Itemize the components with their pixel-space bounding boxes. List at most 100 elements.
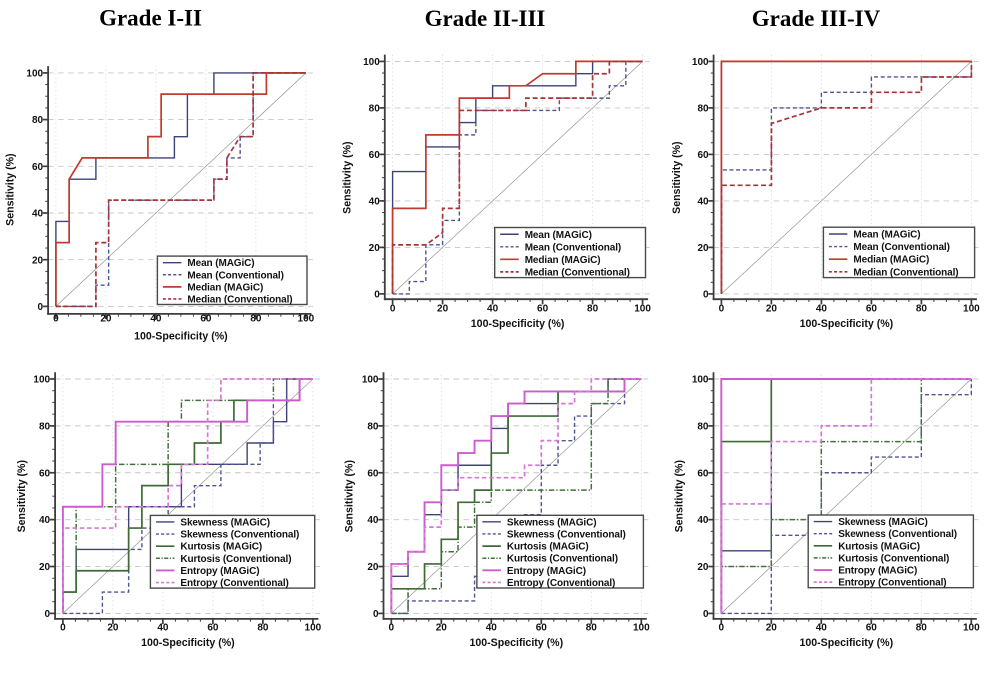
svg-text:0: 0 (374, 290, 380, 301)
svg-text:40: 40 (39, 515, 51, 526)
svg-text:100-Specificity (%): 100-Specificity (%) (469, 637, 563, 649)
svg-text:Entropy (Conventional): Entropy (Conventional) (507, 578, 615, 589)
svg-text:100: 100 (362, 375, 379, 386)
svg-text:Kurtosis (Conventional): Kurtosis (Conventional) (838, 553, 949, 564)
svg-text:Sensitivity (%): Sensitivity (%) (344, 460, 356, 532)
svg-text:40: 40 (697, 515, 709, 526)
svg-text:Skewness (MAGiC): Skewness (MAGiC) (180, 517, 270, 528)
svg-text:40: 40 (487, 303, 499, 314)
svg-text:80: 80 (697, 421, 709, 432)
svg-text:Entropy (MAGiC): Entropy (MAGiC) (838, 566, 917, 577)
svg-text:80: 80 (586, 622, 598, 633)
svg-text:0: 0 (38, 302, 44, 313)
svg-text:40: 40 (486, 622, 498, 633)
svg-text:20: 20 (436, 622, 448, 633)
svg-text:Mean (MAGiC): Mean (MAGiC) (187, 258, 254, 269)
svg-text:Median (MAGiC): Median (MAGiC) (525, 255, 601, 266)
svg-text:100: 100 (692, 375, 709, 386)
svg-text:20: 20 (369, 243, 381, 254)
svg-text:Entropy (Conventional): Entropy (Conventional) (180, 578, 288, 589)
svg-text:20: 20 (697, 243, 709, 254)
svg-text:40: 40 (369, 197, 381, 208)
svg-text:Sensitivity (%): Sensitivity (%) (674, 460, 686, 532)
svg-text:100: 100 (33, 375, 50, 386)
svg-text:Median (Conventional): Median (Conventional) (525, 267, 630, 278)
svg-text:100: 100 (963, 622, 980, 633)
svg-text:Median (MAGiC): Median (MAGiC) (853, 255, 929, 266)
svg-text:60: 60 (697, 150, 709, 161)
svg-text:20: 20 (437, 303, 449, 314)
svg-text:40: 40 (367, 515, 379, 526)
svg-text:0: 0 (703, 609, 709, 620)
svg-text:Entropy (MAGiC): Entropy (MAGiC) (507, 566, 586, 577)
svg-text:Sensitivity (%): Sensitivity (%) (671, 141, 683, 213)
svg-text:60: 60 (536, 622, 548, 633)
svg-text:80: 80 (916, 303, 928, 314)
svg-text:0: 0 (53, 314, 59, 325)
svg-text:60: 60 (866, 622, 878, 633)
svg-text:60: 60 (367, 468, 379, 479)
svg-text:100: 100 (298, 314, 315, 325)
svg-text:0: 0 (719, 622, 725, 633)
svg-text:0: 0 (390, 303, 396, 314)
svg-text:20: 20 (697, 562, 709, 573)
svg-text:Mean (Conventional): Mean (Conventional) (853, 242, 949, 253)
svg-text:80: 80 (32, 115, 44, 126)
svg-text:100: 100 (363, 57, 380, 68)
svg-text:100: 100 (634, 303, 651, 314)
svg-text:100-Specificity (%): 100-Specificity (%) (141, 637, 235, 649)
svg-text:60: 60 (32, 162, 44, 173)
svg-text:Mean (Conventional): Mean (Conventional) (525, 242, 621, 253)
svg-text:100-Specificity (%): 100-Specificity (%) (134, 331, 228, 343)
svg-text:80: 80 (587, 303, 599, 314)
svg-text:60: 60 (200, 314, 212, 325)
svg-text:20: 20 (100, 314, 112, 325)
svg-text:Mean (MAGiC): Mean (MAGiC) (853, 230, 920, 241)
svg-text:40: 40 (816, 622, 828, 633)
svg-text:Skewness (Conventional): Skewness (Conventional) (507, 529, 626, 540)
svg-text:60: 60 (369, 150, 381, 161)
svg-text:Kurtosis (MAGiC): Kurtosis (MAGiC) (507, 542, 589, 553)
svg-text:Skewness (Conventional): Skewness (Conventional) (838, 529, 957, 540)
svg-text:Kurtosis (MAGiC): Kurtosis (MAGiC) (838, 541, 920, 552)
svg-text:Skewness (MAGiC): Skewness (MAGiC) (507, 517, 597, 528)
svg-text:20: 20 (32, 255, 44, 266)
svg-text:80: 80 (39, 421, 51, 432)
svg-text:100: 100 (633, 622, 650, 633)
svg-text:80: 80 (369, 104, 381, 115)
svg-text:60: 60 (207, 622, 219, 633)
svg-text:20: 20 (766, 303, 778, 314)
svg-text:Mean (MAGiC): Mean (MAGiC) (525, 230, 592, 241)
svg-text:80: 80 (916, 622, 928, 633)
svg-text:100: 100 (26, 69, 43, 80)
svg-text:Grade III-IV: Grade III-IV (752, 6, 881, 31)
svg-text:100-Specificity (%): 100-Specificity (%) (471, 318, 565, 330)
svg-text:0: 0 (703, 290, 709, 301)
svg-text:0: 0 (45, 609, 51, 620)
svg-text:40: 40 (150, 314, 162, 325)
svg-text:40: 40 (157, 622, 169, 633)
svg-text:0: 0 (389, 622, 395, 633)
svg-text:Entropy (Conventional): Entropy (Conventional) (838, 578, 946, 589)
svg-text:60: 60 (537, 303, 549, 314)
svg-text:0: 0 (373, 609, 379, 620)
svg-text:20: 20 (367, 562, 379, 573)
svg-text:Kurtosis (Conventional): Kurtosis (Conventional) (507, 554, 618, 565)
svg-text:Median (MAGiC): Median (MAGiC) (187, 282, 263, 293)
svg-text:40: 40 (816, 303, 828, 314)
svg-text:Grade II-III: Grade II-III (425, 6, 546, 31)
svg-text:80: 80 (367, 421, 379, 432)
svg-text:Sensitivity (%): Sensitivity (%) (5, 153, 17, 225)
svg-text:40: 40 (697, 197, 709, 208)
svg-text:Median (Conventional): Median (Conventional) (187, 294, 292, 305)
svg-text:Mean (Conventional): Mean (Conventional) (187, 270, 283, 281)
svg-text:60: 60 (39, 468, 51, 479)
svg-text:Skewness (MAGiC): Skewness (MAGiC) (838, 517, 928, 528)
svg-text:80: 80 (250, 314, 262, 325)
svg-text:0: 0 (719, 303, 725, 314)
svg-text:Skewness (Conventional): Skewness (Conventional) (180, 530, 299, 541)
svg-text:Sensitivity (%): Sensitivity (%) (16, 460, 28, 532)
svg-text:Kurtosis (MAGiC): Kurtosis (MAGiC) (180, 542, 262, 553)
svg-text:80: 80 (257, 622, 269, 633)
svg-text:60: 60 (866, 303, 878, 314)
